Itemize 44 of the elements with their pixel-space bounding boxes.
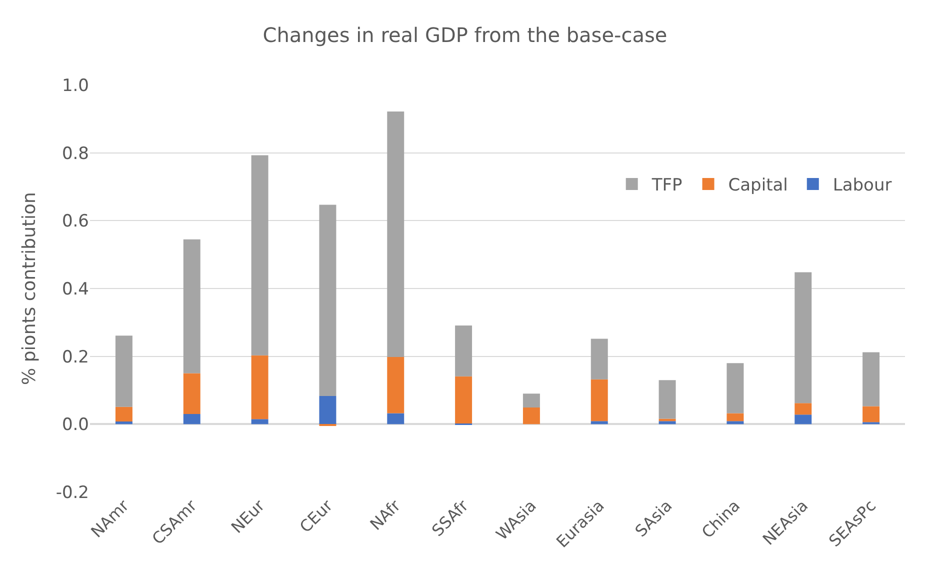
legend-label: TFP [650, 176, 682, 196]
bar [251, 355, 268, 420]
bar [590, 421, 608, 424]
chart-title: Changes in real GDP from the base-case [262, 23, 668, 48]
y-tick-label: 0.6 [62, 212, 89, 232]
bar [658, 421, 676, 424]
y-tick-label: 0.8 [62, 144, 89, 164]
bar [183, 239, 200, 374]
bar [522, 408, 540, 424]
bar [387, 357, 404, 414]
bar [590, 379, 608, 422]
bar [251, 419, 268, 424]
bar [455, 376, 472, 424]
y-tick-label: 0.2 [62, 347, 89, 368]
bar [726, 413, 744, 422]
y-tick-label: 0.0 [62, 415, 89, 436]
y-axis-title: % pionts contribution [19, 192, 40, 385]
bar [319, 396, 336, 424]
bar [115, 406, 132, 422]
bar [726, 421, 744, 424]
bar [862, 406, 880, 422]
bar [726, 363, 744, 414]
y-tick-label: 1.0 [62, 76, 89, 96]
bar [658, 418, 676, 422]
bar [455, 325, 472, 376]
bar [658, 380, 676, 419]
legend-label: Capital [728, 176, 788, 196]
bar [794, 414, 812, 424]
y-tick-label: -0.2 [56, 482, 89, 503]
bar [319, 204, 336, 396]
bar [590, 338, 608, 380]
bar [522, 394, 540, 408]
bar [794, 272, 812, 404]
bar [183, 373, 200, 414]
bar [115, 336, 132, 407]
bar [251, 155, 268, 356]
bar [115, 421, 132, 424]
legend-label: Labour [832, 176, 892, 196]
y-tick-label: 0.4 [62, 279, 89, 300]
bar [387, 111, 404, 358]
bar [183, 414, 200, 424]
bar [387, 413, 404, 424]
bar [862, 352, 880, 406]
bar [794, 403, 812, 415]
